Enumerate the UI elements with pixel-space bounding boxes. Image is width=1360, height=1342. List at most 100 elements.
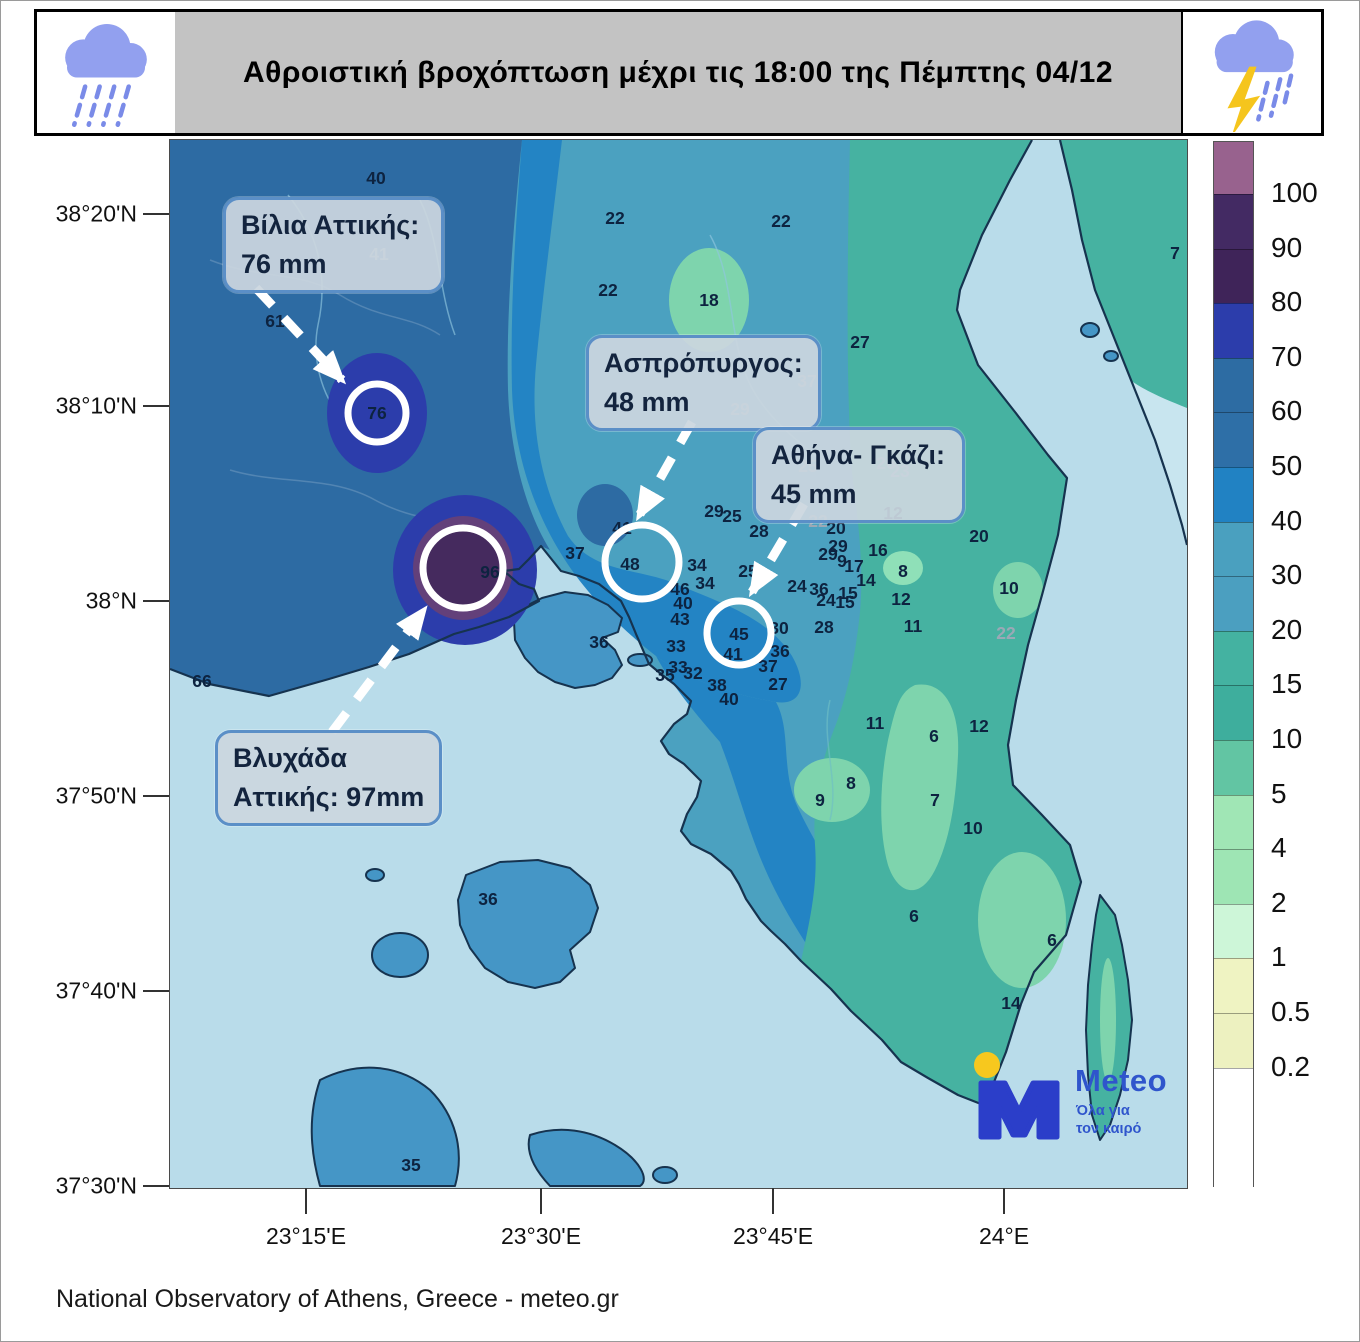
legend-value-label: 30 — [1271, 559, 1303, 591]
highlight-ring — [703, 597, 775, 669]
station-value: 8 — [846, 773, 856, 793]
station-value: 45 — [729, 624, 749, 644]
station-value: 6 — [909, 906, 919, 926]
station-value: 22 — [598, 280, 618, 300]
legend-value-label: 1 — [1271, 941, 1287, 973]
lon-tick-mark — [772, 1188, 774, 1214]
legend-value-label: 0.5 — [1271, 996, 1310, 1027]
highlight-ring — [419, 524, 507, 612]
lon-tick-label: 23°15'E — [265, 1223, 347, 1249]
aegina-island — [457, 859, 599, 989]
station-value: 8 — [898, 561, 908, 581]
islands — [310, 322, 1133, 1187]
title-panel: Αθροιστική βροχόπτωση μέχρι τις 18:00 τη… — [175, 12, 1181, 133]
station-value: 20 — [969, 526, 989, 546]
legend-band — [1214, 1012, 1253, 1068]
station-value: 9 — [837, 551, 847, 571]
lat-tick-label: 38°N — [85, 587, 137, 614]
meteo-brand-text: Meteo — [1075, 1063, 1168, 1098]
lon-tick-mark — [1003, 1188, 1005, 1214]
contour-40-50 — [511, 140, 801, 703]
legend-band — [1214, 412, 1253, 467]
lat-tick-mark — [143, 600, 169, 602]
station-value: 17 — [844, 556, 863, 576]
callout-arrow — [252, 284, 347, 385]
station-value: 28 — [814, 617, 834, 637]
lat-tick-mark — [143, 213, 169, 215]
map-area: 40 22 22 61 22 18 27 7 66 76 96 37 41 48 34 34 46 40 43 29 2… — [169, 139, 1188, 1189]
callout-text: 76 mm — [241, 249, 327, 280]
station-value: 36 — [589, 632, 609, 652]
legend-value-label: 10 — [1271, 723, 1303, 754]
station-value: 7 — [1170, 243, 1180, 263]
legend-value-label: 0.2 — [1271, 1050, 1310, 1082]
makronisos-lowpatch — [1100, 958, 1116, 1082]
station-value: 32 — [683, 663, 703, 683]
methana-peninsula — [310, 1066, 460, 1187]
lon-tick-label: 24°E — [978, 1223, 1030, 1249]
station-value: 11 — [866, 713, 885, 733]
callout-text: Βλυχάδα — [233, 743, 347, 773]
legend-value-label: 100 — [1271, 177, 1318, 208]
callout-athina-gkazi: Αθήνα- Γκάζι: 45 mm — [753, 427, 965, 524]
legend-band — [1214, 739, 1253, 795]
legend-band — [1214, 194, 1253, 249]
station-value: 14 — [1001, 993, 1021, 1013]
lon-tick-label: 23°30'E — [500, 1223, 582, 1249]
station-value: 12 — [891, 589, 911, 609]
legend-value-label: 20 — [1271, 613, 1303, 645]
lat-tick-label: 37°30'N — [55, 1172, 137, 1199]
callout-text: Αθήνα- Γκάζι: — [771, 440, 945, 470]
angistri-island — [371, 932, 429, 978]
legend-band — [1214, 685, 1253, 740]
legend-band — [1214, 357, 1253, 413]
station-value: 16 — [868, 540, 888, 560]
evia-lowrain — [1130, 380, 1187, 545]
station-value: 33 — [666, 636, 686, 656]
station-value: 27 — [850, 332, 869, 352]
callout-aspropyrgos: Ασπρόπυργος: 48 mm — [586, 335, 821, 432]
callout-text: Βίλια Αττικής: — [241, 210, 420, 240]
station-value: 29 — [704, 501, 724, 521]
legend-value-label: 2 — [1271, 886, 1287, 918]
station-value: 11 — [904, 616, 923, 636]
station-value: 34 — [687, 555, 707, 575]
highlight-rings-layer — [344, 380, 775, 669]
callout-text: 48 mm — [604, 387, 690, 418]
callout-vlychada: Βλυχάδα Αττικής: 97mm — [215, 730, 443, 827]
lat-tick-mark — [143, 795, 169, 797]
highlight-ring — [344, 380, 410, 446]
callout-text: 45 mm — [771, 479, 857, 510]
legend-band — [1214, 576, 1253, 631]
station-value: 96 — [480, 562, 500, 582]
station-value: 10 — [963, 818, 983, 838]
station-value: 48 — [620, 554, 640, 574]
map-title: Αθροιστική βροχόπτωση μέχρι τις 18:00 τη… — [242, 55, 1114, 89]
station-value: 15 — [838, 583, 858, 603]
legend-band — [1214, 794, 1253, 850]
lat-tick-label: 38°10'N — [55, 392, 137, 419]
station-value: 24 — [787, 576, 807, 596]
legend-band — [1214, 466, 1253, 522]
highlight-ring — [601, 521, 683, 603]
station-value: 25 — [722, 506, 742, 526]
station-value: 36 — [809, 579, 829, 599]
station-value: 35 — [655, 665, 675, 685]
poros-island — [527, 1128, 645, 1187]
legend-band — [1214, 849, 1253, 904]
legend-band — [1214, 1067, 1253, 1188]
station-value: 36 — [770, 641, 790, 661]
lat-tick-label: 37°50'N — [55, 782, 137, 809]
vlychada-100-core — [425, 528, 499, 606]
coastlines — [170, 140, 1187, 1108]
legend-band — [1214, 630, 1253, 686]
contour-5-10-patches — [669, 248, 1066, 988]
station-value: 28 — [749, 521, 769, 541]
legend-value-label: 5 — [1271, 777, 1287, 809]
station-value: 7 — [930, 790, 940, 810]
storm-cloud-icon — [1181, 12, 1321, 133]
rain-cloud-icon — [37, 12, 175, 133]
callout-text: Αττικής: 97mm — [233, 782, 425, 813]
station-value: 37 — [758, 656, 777, 676]
rainfall-legend-bar — [1213, 141, 1254, 1188]
